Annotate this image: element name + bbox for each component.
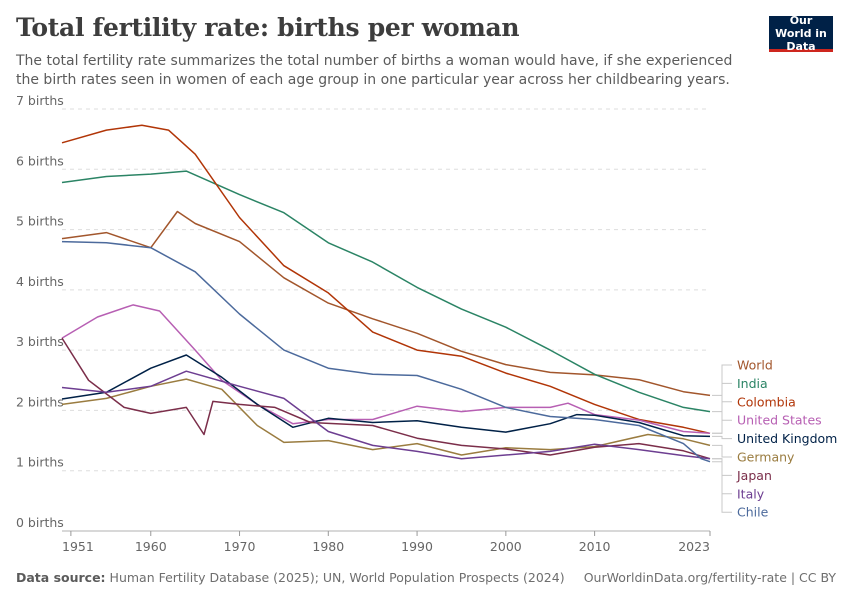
- legend-label[interactable]: Chile: [737, 505, 769, 520]
- series-line-united-kingdom[interactable]: [61, 354, 711, 438]
- legend-connector: [712, 419, 732, 434]
- y-tick-label: 3 births: [16, 334, 64, 349]
- legend-label[interactable]: Italy: [737, 486, 765, 501]
- legend-connector: [712, 435, 732, 440]
- data-source: Data source: Human Fertility Database (2…: [16, 570, 565, 585]
- legend-label[interactable]: Japan: [736, 468, 772, 483]
- x-tick-label: 2000: [490, 539, 522, 554]
- y-tick-label: 6 births: [16, 153, 64, 168]
- logo-text: Our World in Data: [775, 14, 827, 53]
- series-line-colombia[interactable]: [61, 124, 711, 435]
- source-text: Human Fertility Database (2025); UN, Wor…: [109, 570, 565, 585]
- y-tick-label: 5 births: [16, 214, 64, 229]
- legend-label[interactable]: Germany: [737, 450, 795, 465]
- x-tick-label: 1990: [401, 539, 433, 554]
- series-line-chile[interactable]: [61, 240, 711, 463]
- chart-title: Total fertility rate: births per woman: [16, 13, 520, 42]
- legend-connector: [712, 461, 732, 513]
- y-tick-label: 1 births: [16, 455, 64, 470]
- legend-connector: [712, 444, 732, 458]
- legend-connector: [712, 382, 732, 413]
- y-tick-label: 4 births: [16, 274, 64, 289]
- legend-label[interactable]: United States: [737, 413, 822, 428]
- series-line-japan[interactable]: [61, 337, 711, 460]
- x-tick-label: 1980: [312, 539, 344, 554]
- legend-label[interactable]: Colombia: [737, 394, 796, 409]
- series-lines: [61, 124, 711, 463]
- legend: World India Colombia United States United Ki…: [712, 358, 837, 520]
- x-tick-label: 2010: [579, 539, 611, 554]
- chart-subtitle: The total fertility rate summarizes the …: [16, 53, 733, 88]
- legend-label[interactable]: World: [737, 358, 773, 373]
- x-tick-label: 1970: [224, 539, 256, 554]
- y-tick-label: 2 births: [16, 394, 64, 409]
- y-tick-label: 0 births: [16, 515, 64, 530]
- owid-logo[interactable]: Our World in Data: [769, 14, 833, 53]
- series-line-italy[interactable]: [61, 370, 711, 460]
- x-tick-label: 2023: [678, 539, 710, 554]
- x-tick-label: 1960: [135, 539, 167, 554]
- legend-connector: [712, 364, 732, 396]
- series-line-united-states[interactable]: [61, 304, 711, 435]
- legend-label[interactable]: United Kingdom: [737, 431, 837, 446]
- gridlines: [62, 108, 710, 532]
- series-line-india[interactable]: [61, 170, 711, 413]
- x-axis: 1951 1960 1970 1980 1990 2000 2010 2023: [62, 531, 711, 554]
- x-tick-label: 1951: [62, 539, 94, 554]
- attribution-link[interactable]: OurWorldinData.org/fertility-rate | CC B…: [583, 570, 836, 585]
- y-axis: 0 births 1 births 2 births 3 births 4 births…: [16, 93, 64, 530]
- y-tick-label: 7 births: [16, 93, 64, 108]
- series-line-world[interactable]: [61, 210, 711, 397]
- legend-label[interactable]: India: [737, 376, 768, 391]
- series-line-germany[interactable]: [61, 378, 711, 456]
- source-label: Data source:: [16, 570, 106, 585]
